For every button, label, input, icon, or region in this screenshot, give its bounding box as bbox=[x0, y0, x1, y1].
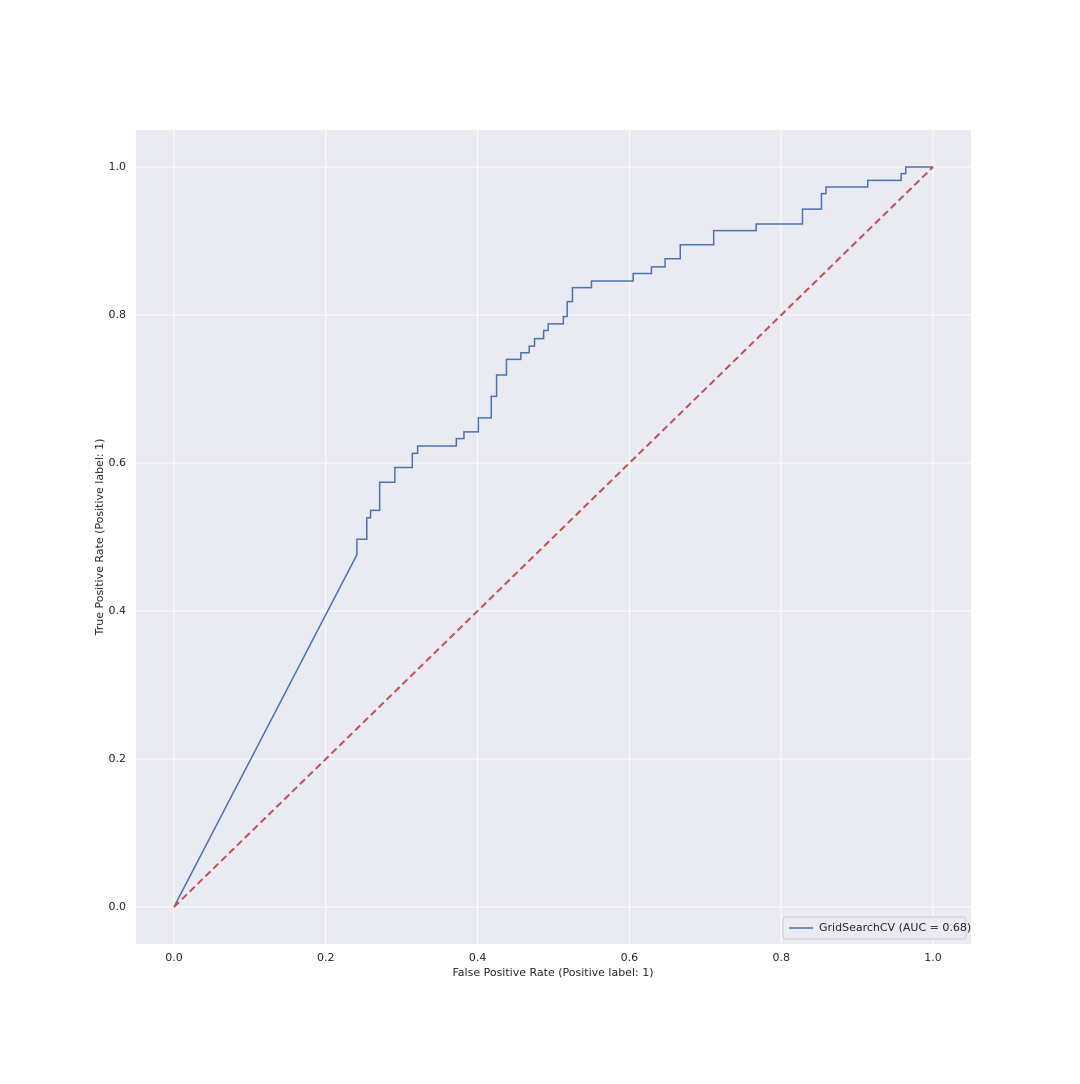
x-tick-label: 0.4 bbox=[469, 951, 487, 964]
y-tick-label: 0.8 bbox=[109, 308, 127, 321]
x-tick-label: 0.2 bbox=[317, 951, 335, 964]
x-tick-label: 0.0 bbox=[165, 951, 183, 964]
legend-box bbox=[782, 916, 967, 940]
x-tick-label: 0.8 bbox=[772, 951, 790, 964]
y-tick-label: 1.0 bbox=[109, 160, 127, 173]
y-tick-label: 0.6 bbox=[109, 456, 127, 469]
y-tick-label: 0.2 bbox=[109, 752, 127, 765]
x-axis-label: False Positive Rate (Positive label: 1) bbox=[452, 966, 653, 979]
legend-label: GridSearchCV (AUC = 0.68) bbox=[819, 921, 971, 934]
series-line bbox=[173, 166, 934, 908]
y-axis-label: True Positive Rate (Positive label: 1) bbox=[93, 439, 106, 637]
y-tick-label: 0.4 bbox=[109, 604, 127, 617]
y-tick-label: 0.0 bbox=[109, 900, 127, 913]
x-tick-label: 0.6 bbox=[621, 951, 639, 964]
x-tick-label: 1.0 bbox=[924, 951, 942, 964]
series-line bbox=[173, 166, 934, 908]
